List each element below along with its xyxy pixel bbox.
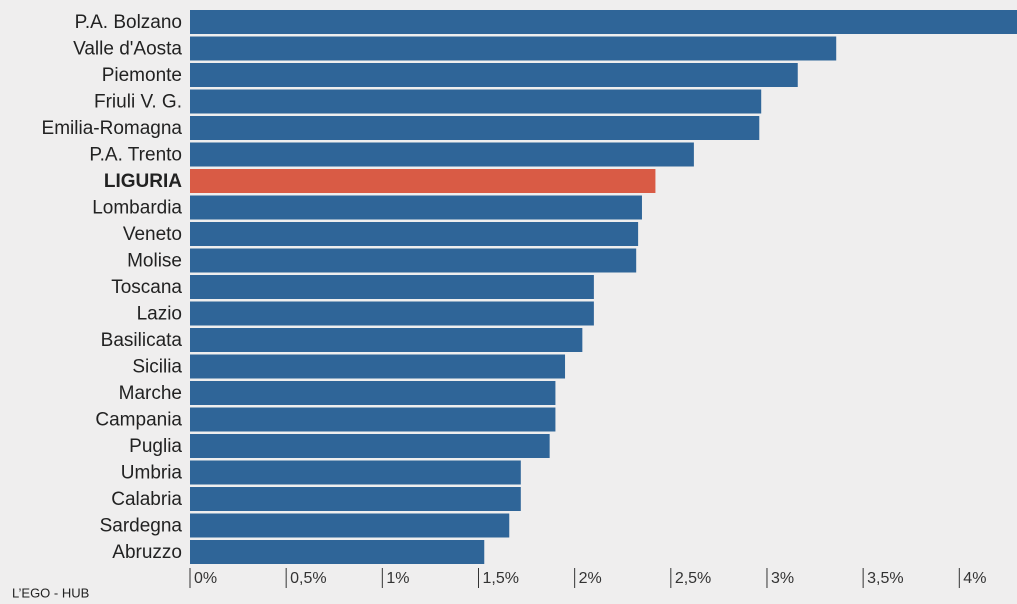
x-tick-label: 0% [194,570,217,587]
x-tick-label: 1,5% [482,570,518,587]
bar [190,408,555,432]
source: L’EGO - HUB [12,585,89,600]
bar [190,143,694,167]
bar [190,381,555,405]
category-label: Molise [127,251,182,272]
category-label: P.A. Trento [89,145,182,166]
category-label: Campania [95,410,182,431]
category-label: Sardegna [100,516,183,537]
category-label: Umbria [121,463,183,484]
category-label: Friuli V. G. [94,92,182,113]
x-tick-label: 0,5% [290,570,326,587]
bar [190,355,565,379]
bar [190,169,655,193]
bar [190,487,521,511]
category-label: LIGURIA [104,171,182,192]
bar [190,196,642,220]
category-label: P.A. Bolzano [75,12,182,33]
x-tick-label: 2% [579,570,602,587]
category-label: Emilia-Romagna [42,118,183,139]
bar [190,37,836,61]
x-tick-label: 2,5% [675,570,711,587]
bar [190,514,509,538]
chart: L’EGO - HUB 0% 0,5% 1% 1,5% 2% 2,5% 3% 3,5% 4% P.… [0,0,1017,604]
x-tick-label: 3% [771,570,794,587]
bar [190,434,550,458]
category-label: Piemonte [102,65,182,86]
bar [190,249,636,273]
x-tick-label: 4% [963,570,986,587]
category-label: Abruzzo [112,542,182,563]
bar [190,302,594,326]
category-label: Sicilia [132,357,182,378]
category-label: Lombardia [92,198,182,219]
bar [190,222,638,246]
bar [190,10,1017,34]
bar [190,63,798,87]
category-label: Calabria [111,489,182,510]
category-label: Toscana [111,277,182,298]
category-label: Puglia [129,436,182,457]
category-label: Basilicata [101,330,183,351]
bar [190,116,759,140]
category-label: Valle d'Aosta [73,39,182,60]
bar [190,90,761,114]
category-label: Marche [119,383,182,404]
x-tick-label: 1% [386,570,409,587]
bar [190,275,594,299]
x-tick-label: 3,5% [867,570,903,587]
bar [190,461,521,485]
category-label: Lazio [137,304,182,325]
bar [190,328,582,352]
category-label: Veneto [123,224,182,245]
bar [190,540,484,564]
